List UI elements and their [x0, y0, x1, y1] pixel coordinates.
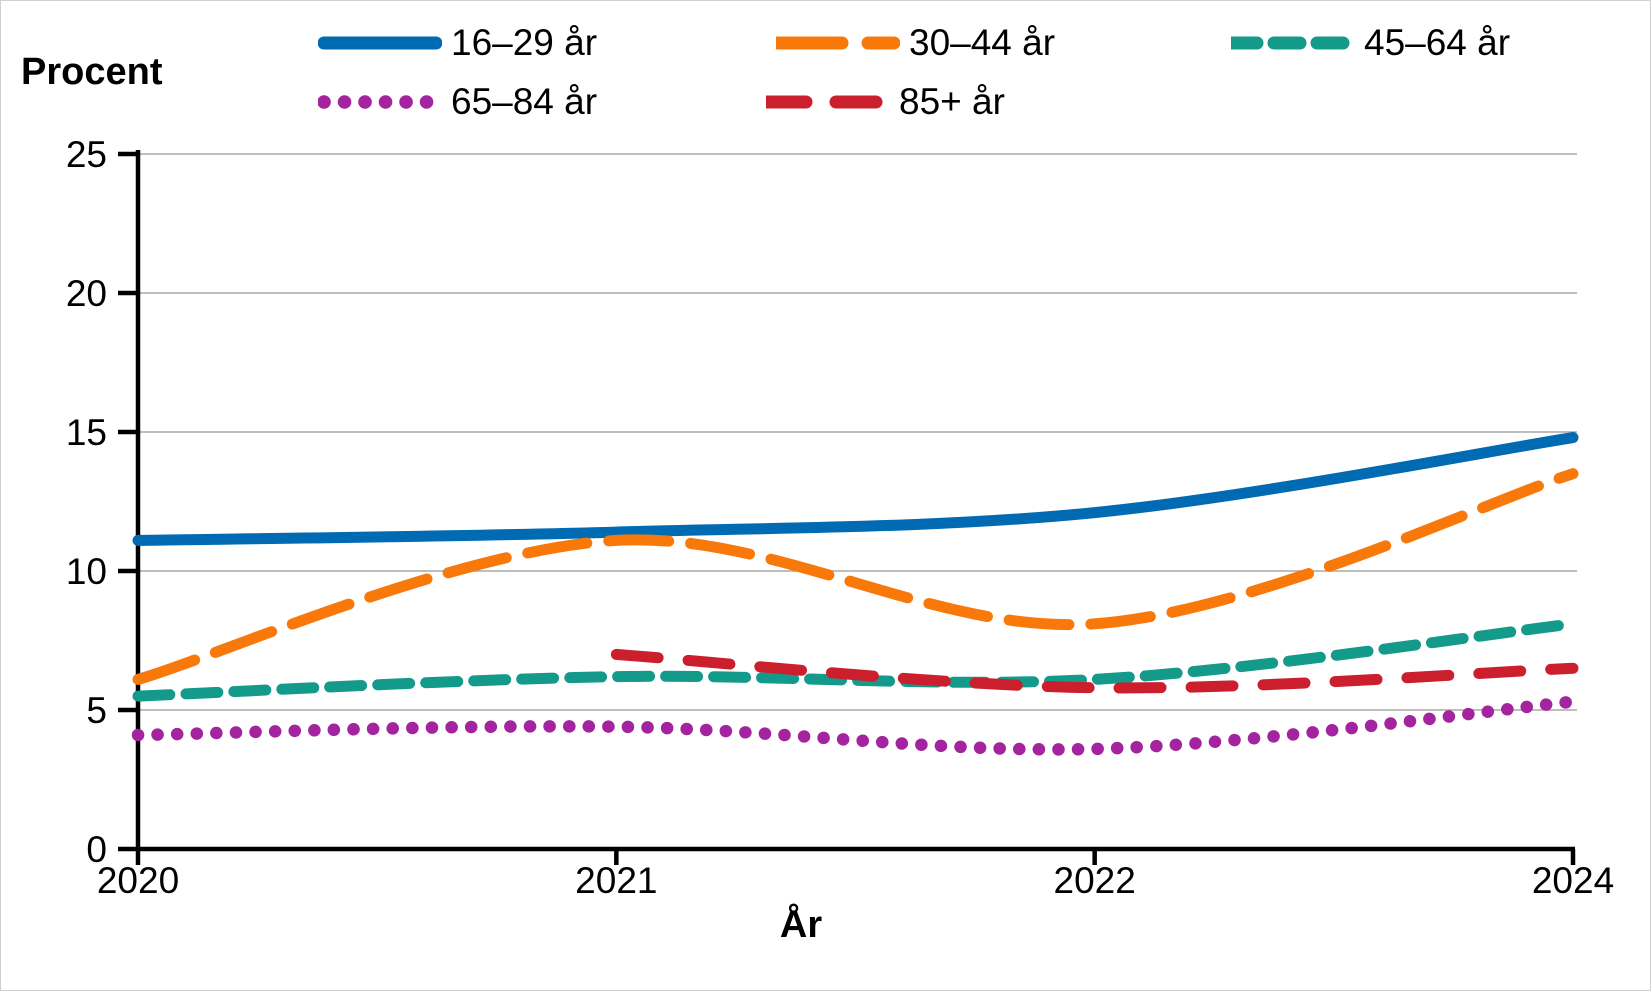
- y-tick-label: 10: [66, 551, 107, 592]
- x-tick-label: 2022: [1054, 860, 1136, 901]
- legend-swatch-85-plus-icon: [766, 95, 890, 109]
- legend-label-65-84: 65–84 år: [451, 81, 598, 122]
- y-axis-title: Procent: [21, 51, 163, 93]
- legend-item-65-84: 65–84 år: [318, 81, 598, 122]
- legend-label-85-plus: 85+ år: [899, 81, 1005, 122]
- legend-item-45-64: 45–64 år: [1231, 22, 1511, 63]
- series-line-0: [132, 432, 1579, 546]
- legend-label-30-44: 30–44 år: [909, 22, 1056, 63]
- legend-swatch-30-44-icon: [776, 36, 900, 50]
- series-line-2: [132, 618, 1579, 702]
- legend-item-85-plus: 85+ år: [766, 81, 1005, 122]
- x-axis-title: År: [779, 904, 823, 946]
- legend-swatch-45-64-icon: [1231, 36, 1355, 50]
- y-tick-label: 5: [86, 690, 107, 731]
- legend-item-16-29: 16–29 år: [318, 22, 598, 63]
- legend-item-30-44: 30–44 år: [776, 22, 1056, 63]
- legend-swatch-65-84-icon: [318, 95, 442, 109]
- series-line-4: [610, 648, 1579, 694]
- x-tick-label: 2024: [1532, 860, 1614, 901]
- x-tick-label: 2020: [97, 860, 179, 901]
- series-line-3: [131, 695, 1580, 756]
- y-tick-label: 15: [66, 412, 107, 453]
- legend-label-45-64: 45–64 år: [1364, 22, 1511, 63]
- x-tick-label: 2021: [575, 860, 657, 901]
- y-tick-label: 25: [66, 134, 107, 175]
- legend-label-16-29: 16–29 år: [451, 22, 598, 63]
- y-tick-label: 20: [66, 273, 107, 314]
- y-tick-label: 0: [86, 829, 107, 870]
- legend-swatch-16-29-icon: [318, 36, 442, 50]
- series-line-1: [132, 468, 1579, 685]
